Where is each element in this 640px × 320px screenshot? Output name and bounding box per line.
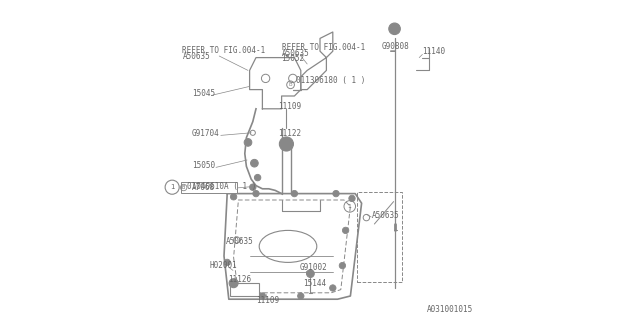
Circle shape [244, 139, 252, 146]
Text: 11122: 11122 [278, 129, 301, 138]
Text: 1: 1 [348, 204, 352, 209]
Circle shape [259, 293, 266, 299]
Circle shape [339, 262, 346, 269]
Circle shape [224, 259, 230, 266]
Circle shape [253, 190, 259, 197]
Circle shape [330, 285, 336, 291]
Text: A7068: A7068 [192, 183, 215, 192]
Text: G90808: G90808 [381, 42, 410, 51]
Text: 15052: 15052 [282, 54, 305, 63]
Text: A031001015: A031001015 [428, 305, 474, 314]
Circle shape [349, 195, 355, 202]
Text: REFER TO FIG.004-1: REFER TO FIG.004-1 [182, 46, 266, 55]
Circle shape [298, 293, 304, 299]
Text: REFER TO FIG.004-1: REFER TO FIG.004-1 [282, 43, 365, 52]
Text: G91002: G91002 [300, 263, 327, 272]
Circle shape [388, 23, 401, 35]
Text: H02001: H02001 [210, 261, 237, 270]
Text: 11140: 11140 [422, 47, 445, 56]
Ellipse shape [259, 230, 317, 262]
Text: G91704: G91704 [192, 129, 220, 138]
Circle shape [291, 190, 298, 197]
Text: 011306180 ( 1 ): 011306180 ( 1 ) [296, 76, 365, 85]
Text: B: B [289, 82, 292, 87]
Text: 15045: 15045 [192, 89, 215, 98]
Text: A50635: A50635 [372, 211, 399, 220]
Circle shape [307, 270, 314, 277]
Circle shape [283, 141, 289, 147]
Text: 15144: 15144 [303, 279, 326, 288]
Circle shape [230, 194, 237, 200]
Text: 11109: 11109 [278, 102, 301, 111]
Text: 11109: 11109 [256, 296, 279, 305]
Text: A50635: A50635 [182, 52, 210, 61]
Circle shape [342, 227, 349, 234]
Circle shape [333, 190, 339, 197]
Circle shape [229, 279, 238, 288]
Text: 1: 1 [170, 184, 175, 190]
Bar [230, 283, 259, 296]
Text: A50635: A50635 [226, 237, 253, 246]
Text: B: B [182, 185, 186, 190]
Text: 15050: 15050 [192, 161, 215, 170]
Text: A50635: A50635 [282, 49, 309, 58]
Circle shape [279, 137, 293, 151]
Circle shape [230, 288, 237, 294]
Text: 01040610A ( 1 ): 01040610A ( 1 ) [187, 182, 257, 191]
Circle shape [255, 174, 261, 181]
Circle shape [232, 281, 236, 285]
Circle shape [250, 159, 258, 167]
Circle shape [250, 184, 256, 190]
Text: 11126: 11126 [228, 275, 252, 284]
Bar [181, 182, 237, 193]
